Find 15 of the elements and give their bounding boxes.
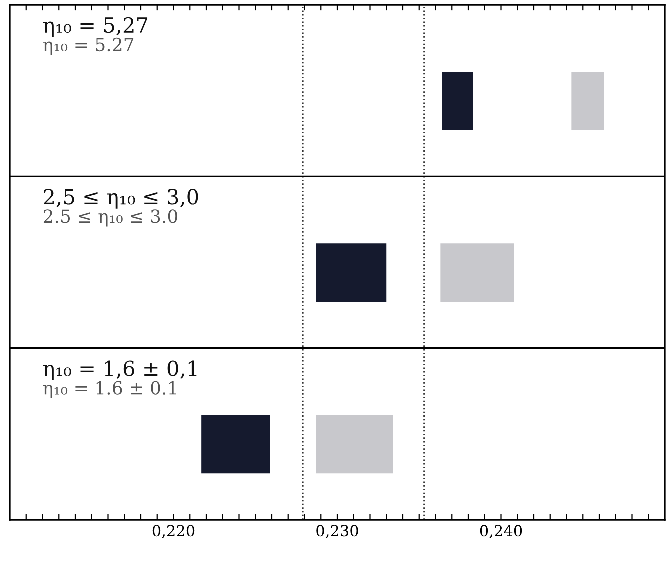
bar: [442, 72, 474, 130]
bar: [316, 415, 394, 474]
annotation: η₁₀ = 5.27: [43, 38, 134, 56]
bar: [202, 415, 270, 474]
annotation: η₁₀ = 5,27: [44, 17, 148, 38]
annotation: η₁₀ = 1,6 ± 0,1: [44, 360, 197, 381]
annotation: 2.5 ≤ η₁₀ ≤ 3.0: [44, 210, 178, 227]
annotation: η₁₀ = 1.6 ± 0.1: [43, 381, 176, 398]
bar: [316, 244, 387, 302]
annotation: 2,5 ≤ η₁₀ ≤ 3,0: [44, 189, 198, 209]
bar: [440, 244, 514, 302]
bar: [572, 72, 604, 130]
x-tick-label: 0,230: [316, 525, 358, 539]
x-tick-label: 0,240: [480, 525, 522, 539]
x-tick-label: 0,220: [152, 525, 195, 539]
